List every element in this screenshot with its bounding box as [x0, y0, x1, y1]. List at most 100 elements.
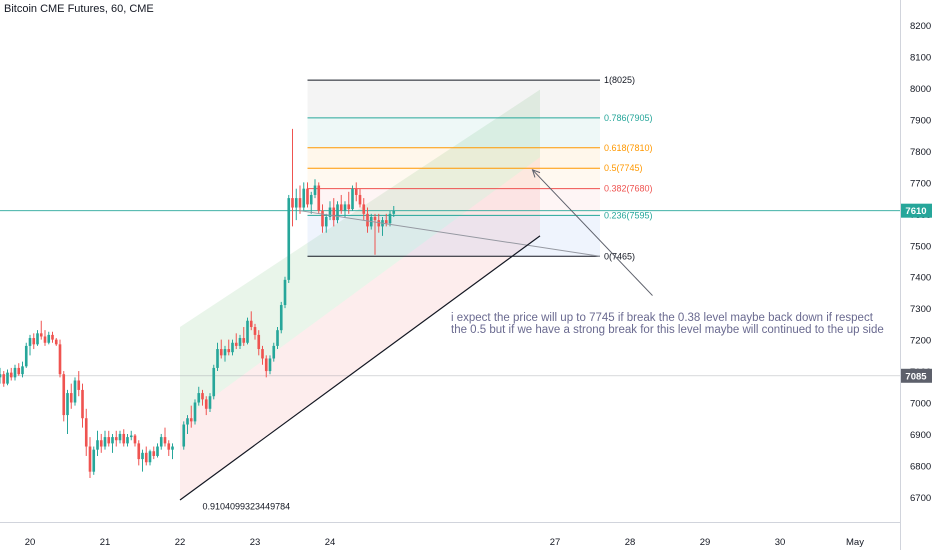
candle-body	[122, 433, 126, 444]
candle-body	[17, 367, 21, 375]
candle-body	[392, 210, 396, 214]
candle-body	[186, 418, 189, 425]
candle-body	[156, 446, 159, 456]
candle-body	[223, 349, 227, 356]
candle-body	[163, 437, 167, 444]
candle-body	[129, 435, 133, 438]
candle-body	[13, 367, 17, 378]
candle-body	[309, 194, 313, 205]
annotation-line-2: the 0.5 but if we have a strong break fo…	[451, 324, 884, 336]
candle-body	[321, 210, 324, 227]
y-tick-label: 7300	[910, 304, 931, 315]
x-tick-label: 28	[625, 537, 636, 548]
x-tick-label: 29	[700, 537, 711, 548]
candle-body	[96, 440, 99, 450]
candle-body	[39, 333, 43, 337]
candle-body	[81, 389, 84, 419]
candle-body	[193, 402, 197, 422]
y-tick-label: 7400	[910, 273, 931, 284]
fib-level-label: 0.618(7810)	[604, 143, 653, 153]
candle-body	[111, 437, 114, 444]
candle-body	[126, 437, 129, 444]
candle-body	[279, 305, 283, 331]
trendline-label: 0.9104099323449784	[203, 501, 291, 511]
y-tick-label: 7500	[910, 241, 931, 252]
candle-body	[88, 446, 92, 472]
candle-body	[242, 338, 246, 343]
x-tick-label: 23	[250, 537, 261, 548]
x-tick-label: 22	[175, 537, 186, 548]
channel-upper-fill	[180, 89, 540, 422]
candle-body	[208, 396, 212, 409]
candle-body	[62, 374, 66, 416]
fib-level-label: 0.786(7905)	[604, 113, 653, 123]
x-tick-label: 27	[550, 537, 561, 548]
annotation-text: i expect the price will up to 7745 if br…	[451, 312, 891, 336]
candle-body	[0, 374, 2, 378]
candle-body	[287, 198, 291, 280]
candle-body	[182, 424, 186, 447]
fib-level-label: 0.382(7680)	[604, 184, 653, 194]
candle-body	[283, 279, 287, 306]
candle-body	[114, 437, 118, 441]
candle-body	[92, 449, 96, 472]
candle-body	[152, 451, 156, 456]
candle-body	[354, 188, 358, 195]
candle-body	[253, 327, 257, 335]
candle-body	[377, 220, 381, 227]
candle-body	[212, 367, 216, 397]
trend-line	[179, 235, 541, 501]
candle-body	[167, 443, 171, 450]
candle-body	[51, 334, 54, 340]
candle-body	[107, 437, 111, 444]
candle-body	[249, 320, 253, 328]
candle-body	[43, 336, 47, 343]
candle-body	[384, 220, 388, 224]
candle-body	[388, 213, 392, 224]
candle-body	[257, 334, 261, 350]
candle-body	[73, 380, 77, 403]
candle-body	[246, 320, 249, 343]
projection-line	[299, 210, 601, 257]
candle-body	[231, 342, 234, 353]
candle-body	[189, 418, 193, 422]
candle-body	[103, 437, 107, 447]
candle-body	[28, 338, 32, 346]
x-tick-label: 21	[100, 537, 111, 548]
candle-body	[261, 349, 264, 359]
channel-lower-fill	[180, 157, 540, 500]
candle-body	[141, 452, 144, 460]
y-tick-label: 7900	[910, 115, 931, 126]
y-tick-label: 8000	[910, 84, 931, 95]
candle-body	[58, 344, 62, 375]
candle-body	[216, 349, 219, 368]
candle-body	[77, 380, 81, 390]
fib-zone	[307, 215, 600, 257]
candle-body	[148, 451, 152, 463]
candle-body	[302, 188, 306, 208]
fib-zone	[307, 117, 600, 148]
candle-body	[366, 213, 369, 227]
candle-body	[36, 333, 39, 345]
fib-level-label: 1(8025)	[604, 75, 635, 85]
candle-body	[54, 339, 58, 345]
candle-body	[219, 349, 223, 356]
candle-body	[227, 349, 231, 353]
candle-body	[339, 204, 343, 211]
candle-body	[324, 216, 328, 227]
candle-body	[291, 198, 294, 208]
price-axis-bg	[900, 0, 932, 550]
fib-level-label: 0(7465)	[604, 251, 635, 261]
candle-body	[317, 185, 321, 211]
chart-title: Bitcoin CME Futures, 60, CME	[4, 3, 154, 15]
candle-body	[133, 435, 137, 444]
candle-body	[171, 446, 174, 450]
last-price-badge	[901, 203, 932, 218]
annotation-line-1: i expect the price will up to 7745 if br…	[451, 312, 873, 324]
fib-zone	[307, 168, 600, 189]
x-tick-label: 24	[325, 537, 336, 548]
y-tick-label: 6700	[910, 493, 931, 504]
x-tick-label: May	[846, 537, 864, 548]
